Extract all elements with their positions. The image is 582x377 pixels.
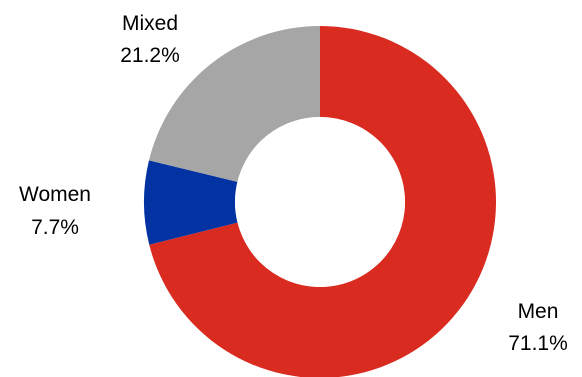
slice-label-women-value: 7.7% (31, 216, 79, 239)
slice-label-mixed-name: Mixed (122, 12, 178, 35)
slice-women (143, 160, 238, 245)
donut-slices (143, 26, 496, 377)
slice-label-mixed-value: 21.2% (120, 44, 180, 67)
slice-label-men-value: 71.1% (508, 332, 568, 355)
slice-label-women-name: Women (19, 183, 91, 206)
slice-label-men-name: Men (518, 300, 559, 323)
donut-hole (235, 117, 405, 287)
slice-mixed (148, 26, 320, 182)
slice-men (149, 26, 496, 377)
